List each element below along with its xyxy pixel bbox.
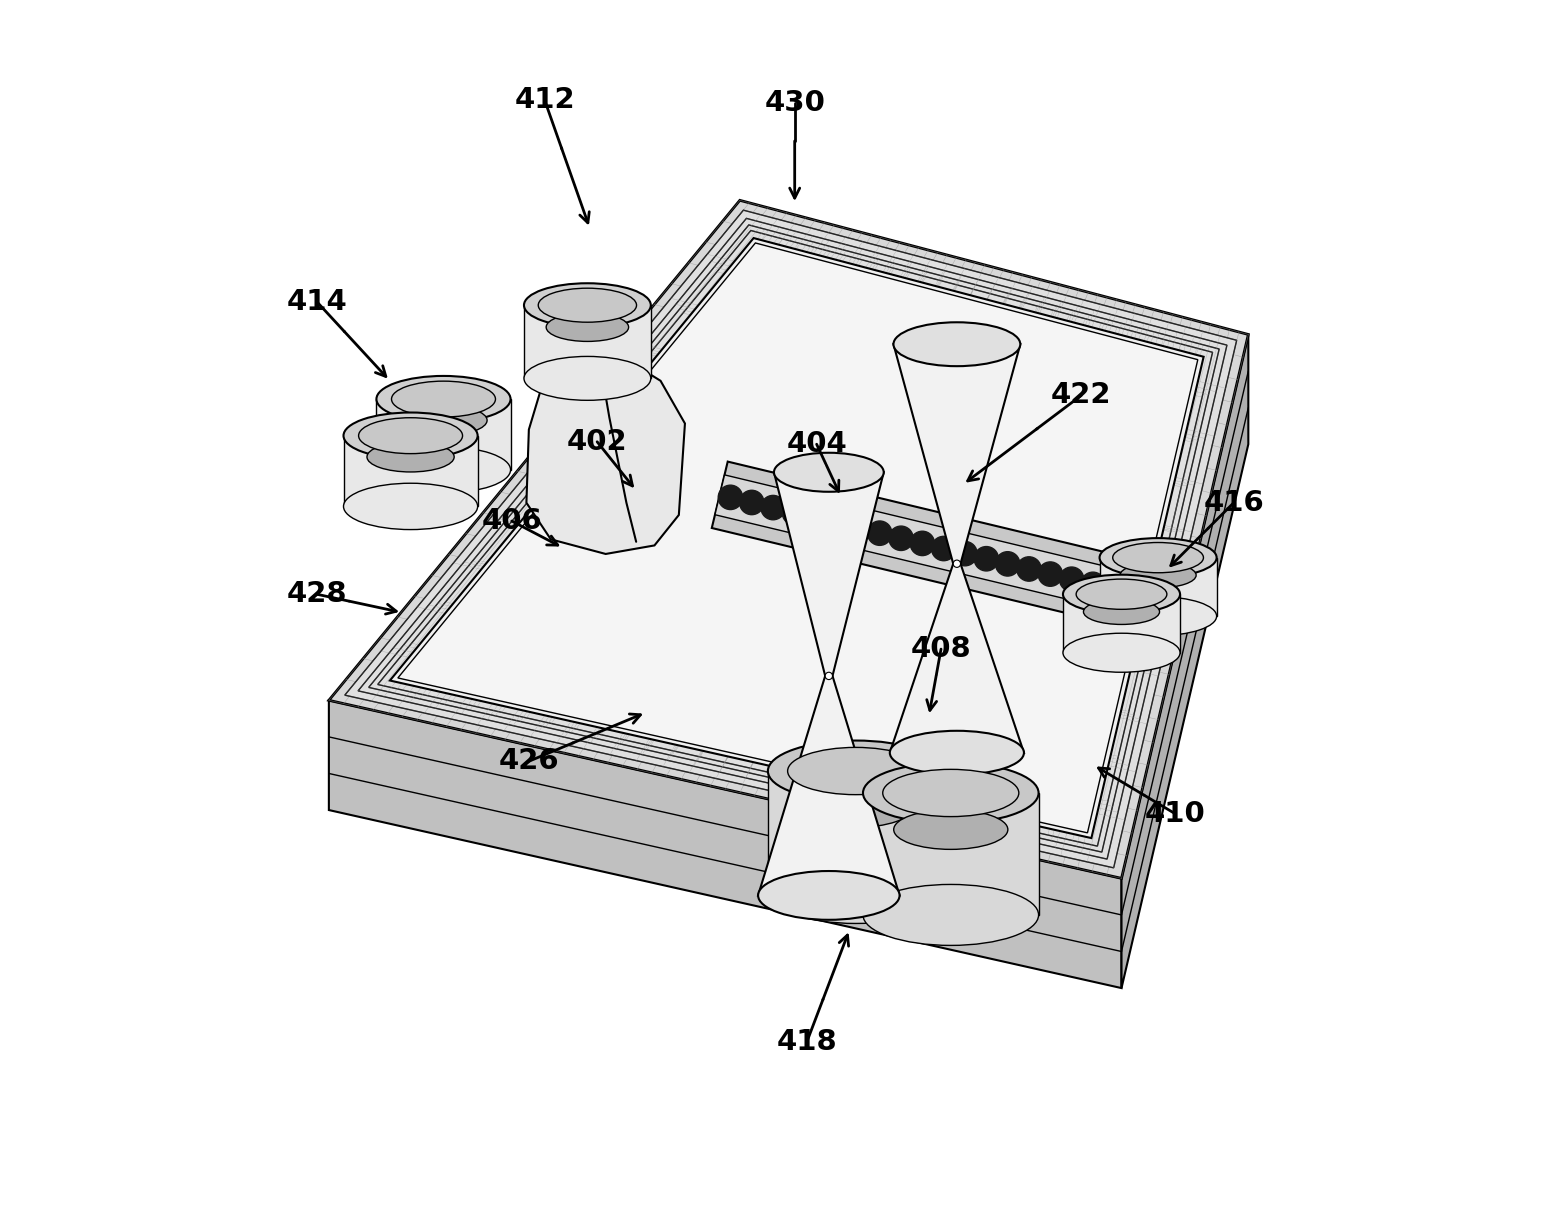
Ellipse shape: [1121, 562, 1196, 588]
Polygon shape: [329, 701, 1122, 989]
Polygon shape: [390, 238, 1203, 838]
Text: 412: 412: [515, 86, 574, 114]
Circle shape: [931, 537, 956, 561]
Polygon shape: [369, 225, 1219, 853]
Text: 404: 404: [786, 430, 847, 458]
Ellipse shape: [343, 483, 477, 529]
Text: 408: 408: [911, 635, 972, 663]
Text: 428: 428: [286, 581, 347, 608]
Text: 430: 430: [764, 88, 825, 116]
Ellipse shape: [524, 356, 651, 401]
Polygon shape: [775, 473, 884, 676]
Polygon shape: [526, 347, 685, 554]
Ellipse shape: [1100, 538, 1216, 577]
Circle shape: [953, 541, 977, 566]
Circle shape: [740, 490, 764, 514]
Ellipse shape: [894, 810, 1008, 849]
Text: 416: 416: [1203, 489, 1265, 517]
Polygon shape: [862, 793, 1039, 915]
Polygon shape: [757, 676, 900, 895]
Ellipse shape: [775, 453, 884, 491]
Ellipse shape: [401, 405, 487, 435]
Circle shape: [782, 501, 806, 524]
Ellipse shape: [524, 283, 651, 327]
Ellipse shape: [366, 442, 454, 472]
Polygon shape: [343, 436, 477, 506]
Ellipse shape: [1113, 543, 1203, 573]
Ellipse shape: [1063, 633, 1180, 673]
Ellipse shape: [787, 747, 923, 795]
Text: 406: 406: [482, 507, 541, 535]
Polygon shape: [1063, 594, 1180, 653]
Ellipse shape: [798, 788, 912, 827]
Ellipse shape: [343, 413, 477, 459]
Circle shape: [761, 495, 786, 519]
Ellipse shape: [768, 862, 944, 924]
Ellipse shape: [538, 288, 637, 322]
Circle shape: [1081, 572, 1105, 597]
Circle shape: [1060, 567, 1085, 592]
Ellipse shape: [883, 769, 1019, 817]
Ellipse shape: [1100, 597, 1216, 636]
Polygon shape: [377, 230, 1213, 846]
Ellipse shape: [894, 322, 1020, 366]
Ellipse shape: [953, 560, 961, 567]
Circle shape: [911, 532, 934, 556]
Ellipse shape: [391, 381, 496, 417]
Ellipse shape: [768, 741, 944, 801]
Polygon shape: [1122, 334, 1249, 989]
Circle shape: [889, 526, 914, 550]
Text: 422: 422: [1052, 381, 1111, 409]
Polygon shape: [715, 475, 1108, 606]
Text: 410: 410: [1144, 800, 1205, 828]
Ellipse shape: [377, 376, 510, 423]
Ellipse shape: [1083, 599, 1160, 625]
Ellipse shape: [546, 312, 629, 342]
Circle shape: [995, 551, 1020, 576]
Polygon shape: [358, 218, 1227, 859]
Circle shape: [847, 516, 870, 540]
Polygon shape: [377, 399, 510, 470]
Ellipse shape: [377, 447, 510, 492]
Ellipse shape: [358, 418, 463, 453]
Ellipse shape: [862, 762, 1039, 823]
Ellipse shape: [757, 871, 900, 920]
Text: 414: 414: [286, 288, 347, 316]
Polygon shape: [329, 201, 1249, 878]
Circle shape: [1017, 557, 1041, 581]
Text: 426: 426: [499, 747, 559, 775]
Ellipse shape: [890, 731, 1024, 774]
Polygon shape: [398, 243, 1197, 833]
Ellipse shape: [1063, 575, 1180, 614]
Ellipse shape: [862, 884, 1039, 946]
Circle shape: [973, 546, 998, 571]
Polygon shape: [1100, 557, 1216, 616]
Circle shape: [803, 506, 828, 530]
Text: 418: 418: [776, 1028, 837, 1056]
Polygon shape: [890, 564, 1024, 752]
Polygon shape: [768, 771, 944, 893]
Polygon shape: [524, 305, 651, 379]
Ellipse shape: [1077, 579, 1167, 609]
Text: 402: 402: [567, 428, 628, 456]
Circle shape: [867, 521, 892, 545]
Circle shape: [825, 511, 850, 535]
Polygon shape: [712, 462, 1111, 620]
Ellipse shape: [825, 673, 833, 680]
Polygon shape: [894, 344, 1020, 564]
Polygon shape: [344, 211, 1236, 867]
Circle shape: [718, 485, 743, 510]
Circle shape: [1038, 562, 1063, 587]
